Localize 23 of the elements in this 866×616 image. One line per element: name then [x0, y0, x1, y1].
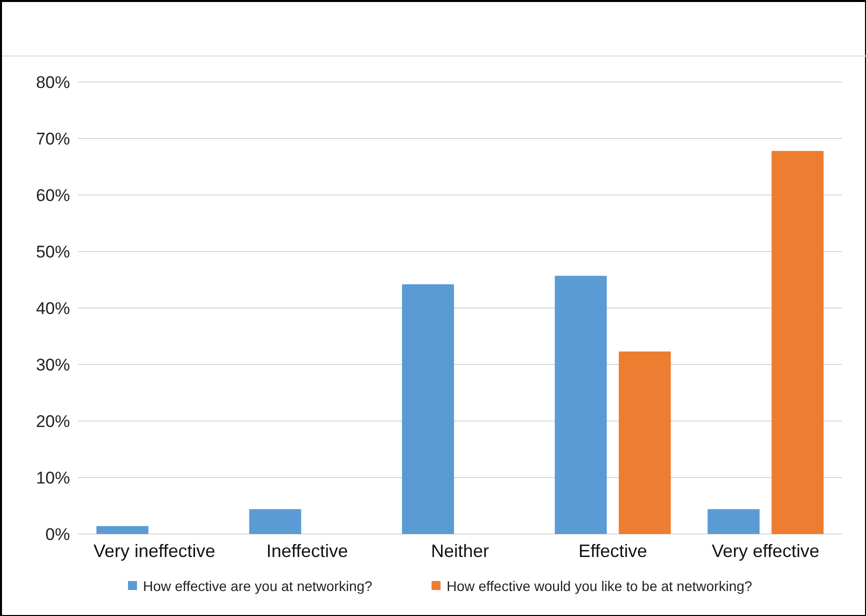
- bar: [708, 509, 760, 534]
- y-tick-label: 0%: [45, 524, 70, 544]
- x-tick-label: Effective: [578, 541, 648, 561]
- y-tick-label: 70%: [36, 129, 70, 148]
- y-tick-label: 60%: [36, 186, 70, 205]
- legend-label: How effective are you at networking?: [143, 578, 373, 594]
- y-tick-label: 20%: [36, 412, 70, 431]
- x-tick-label: Ineffective: [266, 541, 348, 561]
- legend-label: How effective would you like to be at networking?: [446, 578, 752, 594]
- x-tick-label: Neither: [430, 541, 490, 561]
- bar: [618, 352, 671, 534]
- bar: [96, 526, 148, 534]
- y-tick-label: 50%: [36, 242, 70, 262]
- bar: [249, 509, 302, 534]
- x-tick-label: Very effective: [712, 541, 820, 561]
- y-tick-label: 80%: [36, 72, 70, 92]
- y-tick-label: 10%: [36, 468, 70, 488]
- bar: [554, 276, 607, 534]
- bar: [402, 284, 454, 534]
- y-tick-label: 30%: [36, 355, 70, 374]
- x-tick-label: Very ineffective: [94, 541, 216, 561]
- y-tick-label: 40%: [36, 298, 70, 318]
- bar: [772, 150, 824, 534]
